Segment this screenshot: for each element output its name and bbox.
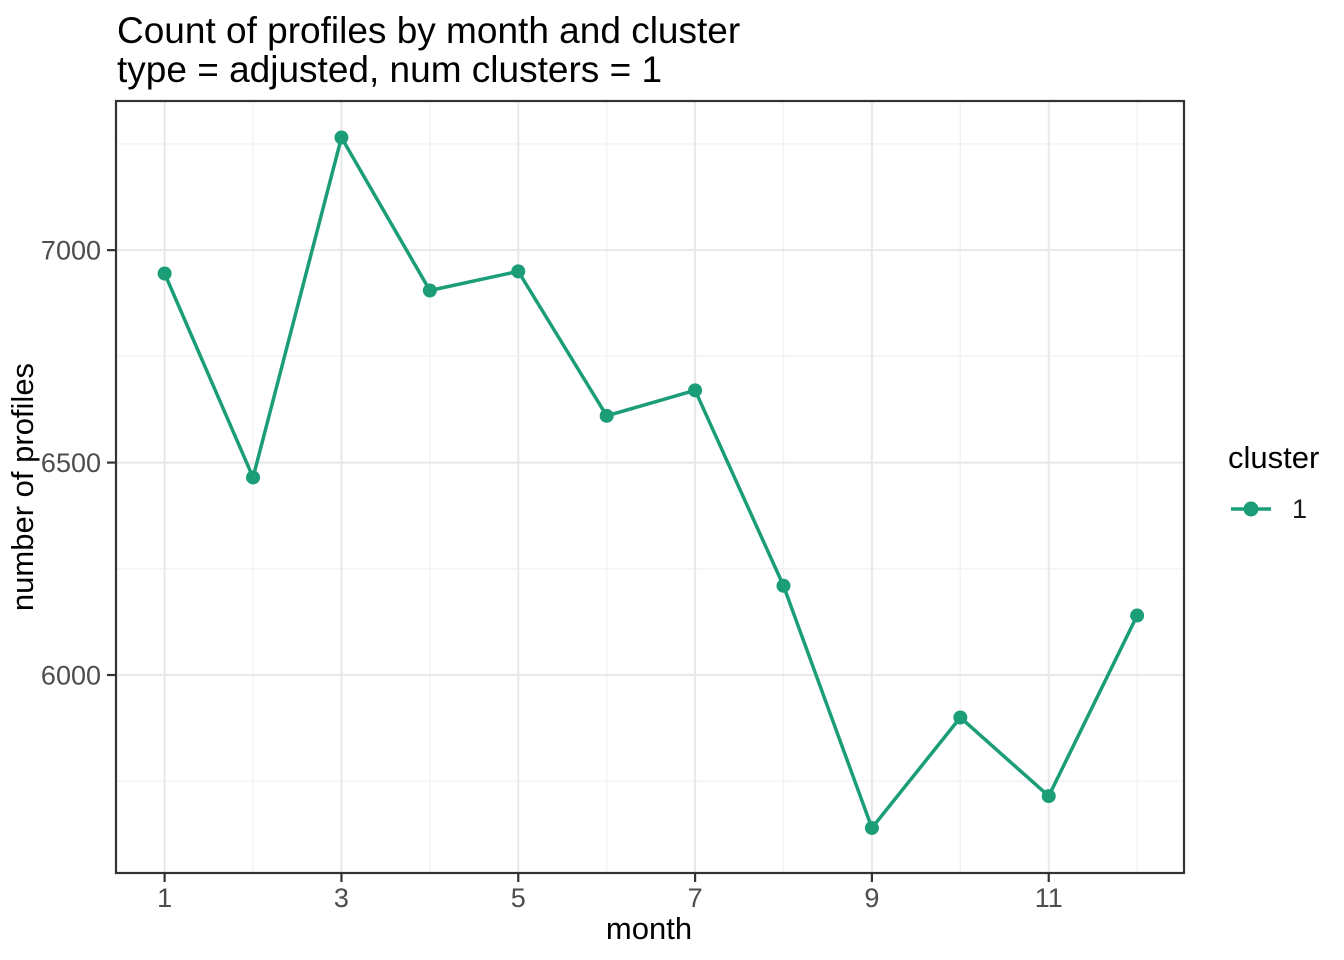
y-tick-label: 7000 [41, 236, 101, 266]
data-point-month-7 [688, 383, 703, 398]
plot-area: 6000 6500 7000 1 3 5 7 9 11 [41, 99, 1186, 913]
legend-label: 1 [1292, 494, 1307, 524]
legend-title: cluster [1228, 440, 1319, 475]
data-point-month-6 [599, 408, 614, 423]
y-axis-title: number of profiles [5, 363, 40, 611]
data-point-month-3 [334, 130, 349, 145]
data-point-month-1 [157, 266, 172, 281]
x-tick-label: 3 [334, 883, 349, 913]
x-axis-title: month [606, 911, 692, 946]
y-tick-label: 6000 [41, 661, 101, 691]
legend-key [1231, 501, 1271, 517]
series-line-cluster-1 [162, 135, 1139, 830]
x-tick-label: 1 [157, 883, 172, 913]
data-point-month-2 [246, 470, 261, 485]
panel-border [114, 99, 1186, 875]
data-point-month-11 [1041, 789, 1056, 804]
x-tick-label: 7 [688, 883, 703, 913]
legend: cluster 1 [1228, 440, 1319, 524]
data-point-month-10 [953, 710, 968, 725]
x-tick-label: 5 [511, 883, 526, 913]
x-tick-label: 9 [864, 883, 879, 913]
plot-subtitle: type = adjusted, num clusters = 1 [117, 49, 662, 90]
y-tick-label: 6500 [41, 448, 101, 478]
data-point-month-4 [422, 283, 437, 298]
data-point-month-9 [864, 820, 879, 835]
x-tick-label: 11 [1035, 883, 1063, 913]
data-point-month-5 [511, 264, 526, 279]
data-point-month-8 [776, 578, 791, 593]
plot-title: Count of profiles by month and cluster [117, 10, 740, 51]
legend-key-point [1243, 501, 1259, 517]
plot-panel [116, 101, 1184, 873]
data-point-month-12 [1130, 608, 1145, 623]
